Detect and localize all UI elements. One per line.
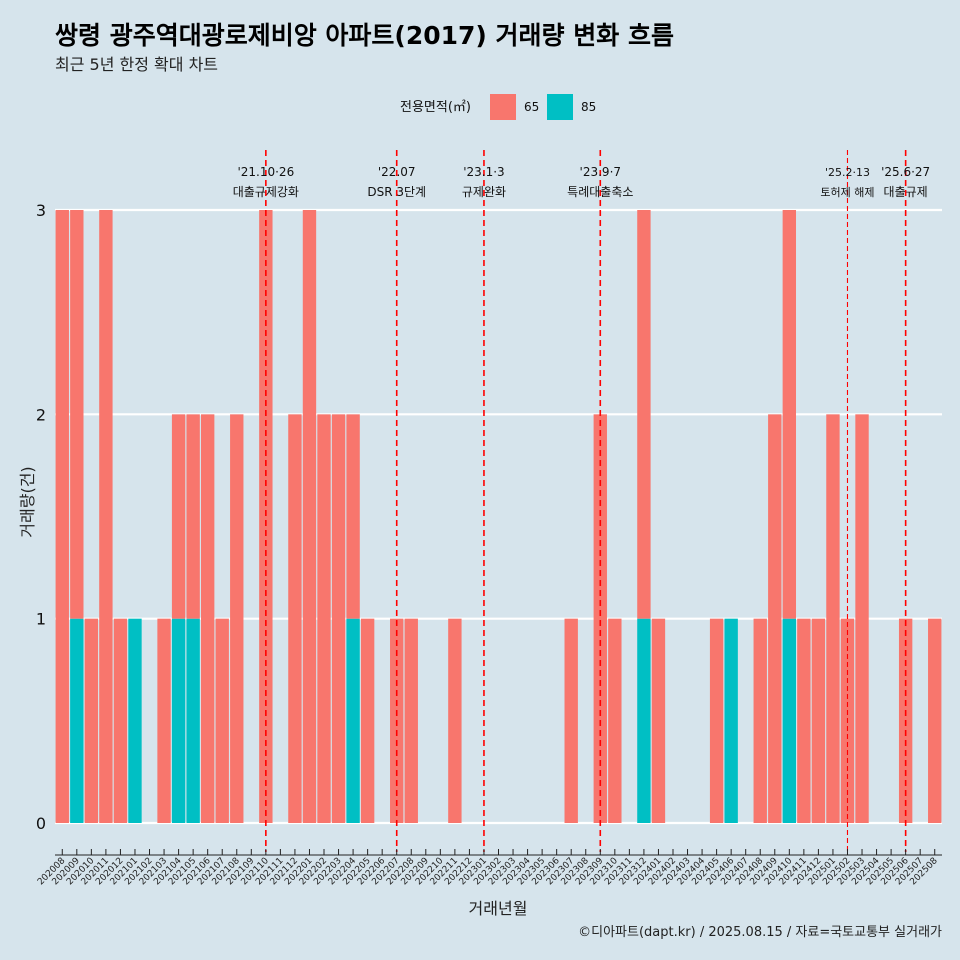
x-axis-title: 거래년월 xyxy=(469,899,528,918)
bar-65-202112 xyxy=(288,414,302,823)
legend-label-65: 65 xyxy=(524,100,539,114)
bar-65-202405 xyxy=(709,618,724,823)
bar-65-202103 xyxy=(157,618,171,823)
bar-85-202410 xyxy=(782,618,797,823)
chart-subtitle: 최근 5년 한정 확대 차트 xyxy=(55,55,218,74)
bar-65-202503 xyxy=(855,414,869,823)
bar-65-202508 xyxy=(928,618,942,823)
caption: ©디아파트(dapt.kr) / 2025.08.15 / 자료=국토교통부 실… xyxy=(578,925,942,940)
bar-65-202104 xyxy=(171,414,186,619)
bar-65-202105 xyxy=(186,414,200,619)
event-date: '23.1·3 xyxy=(463,165,504,179)
bar-65-202408 xyxy=(753,618,767,823)
bar-65-202012 xyxy=(113,618,128,823)
y-tick-label: 1 xyxy=(36,610,46,629)
bar-85-202009 xyxy=(70,618,84,823)
event-label: 대출규제강화 xyxy=(233,185,299,199)
bars xyxy=(55,210,942,823)
legend-title: 전용면적(㎡) xyxy=(400,100,471,115)
bar-65-202203 xyxy=(331,414,346,823)
event-label: 토허제 해제 xyxy=(820,185,874,199)
bar-65-202008 xyxy=(55,210,69,823)
bar-65-202307 xyxy=(564,618,578,823)
event-label: 규제완화 xyxy=(462,185,506,199)
y-tick-label: 2 xyxy=(36,405,46,424)
bar-65-202204 xyxy=(346,414,360,619)
bar-85-202104 xyxy=(171,618,186,823)
event-label: DSR 3단계 xyxy=(367,185,426,199)
bar-65-202401 xyxy=(651,618,666,823)
bar-65-202010 xyxy=(84,618,99,823)
event-markers: '21.10·26 대출규제강화 '22.07 DSR 3단계 '23.1·3 규제완화 '… xyxy=(233,150,930,852)
bar-85-202101 xyxy=(128,618,142,823)
bar-65-202411 xyxy=(797,618,811,823)
legend-swatch-85 xyxy=(547,94,573,120)
bar-65-202106 xyxy=(200,414,215,823)
legend: 전용면적(㎡) 65 85 xyxy=(400,94,596,120)
chart-title: 쌍령 광주역대광로제비앙 아파트(2017) 거래량 변화 흐름 xyxy=(55,21,674,50)
event-date: '21.10·26 xyxy=(237,165,294,179)
bar-65-202501 xyxy=(826,414,840,823)
event-date: '23.9·7 xyxy=(580,165,621,179)
y-axis-ticks: 0 1 2 3 xyxy=(36,201,46,833)
bar-65-202309 xyxy=(593,414,607,823)
y-tick-label: 3 xyxy=(36,201,46,220)
bar-65-202205 xyxy=(360,618,375,823)
bar-65-202201 xyxy=(302,210,317,823)
event-date: '25.2·13 xyxy=(825,166,870,179)
bar-65-202107 xyxy=(215,618,229,823)
bar-65-202409 xyxy=(768,414,782,823)
bar-65-202202 xyxy=(317,414,331,823)
legend-label-85: 85 xyxy=(581,100,596,114)
bar-65-202208 xyxy=(404,618,418,823)
bar-85-202312 xyxy=(637,618,651,823)
bar-65-202211 xyxy=(448,618,462,823)
bar-65-202108 xyxy=(230,414,244,823)
bar-65-202410 xyxy=(782,210,797,619)
legend-swatch-65 xyxy=(490,94,516,120)
bar-65-202110 xyxy=(259,210,273,823)
bar-65-202412 xyxy=(811,618,826,823)
bar-65-202310 xyxy=(608,618,622,823)
bar-85-202204 xyxy=(346,618,360,823)
y-tick-label: 0 xyxy=(36,814,46,833)
x-axis: 2020082020092020102020112020122021012021… xyxy=(36,849,942,887)
bar-85-202406 xyxy=(724,618,738,823)
event-date: '22.07 xyxy=(378,165,416,179)
bar-65-202312 xyxy=(637,210,651,619)
bar-65-202009 xyxy=(70,210,84,619)
event-label: 대출규제 xyxy=(884,185,928,199)
event-date: '25.6·27 xyxy=(881,165,930,179)
bar-65-202011 xyxy=(99,210,113,823)
bar-85-202105 xyxy=(186,618,200,823)
event-label: 특례대출축소 xyxy=(567,185,633,199)
y-axis-title: 거래량(건) xyxy=(18,466,37,537)
